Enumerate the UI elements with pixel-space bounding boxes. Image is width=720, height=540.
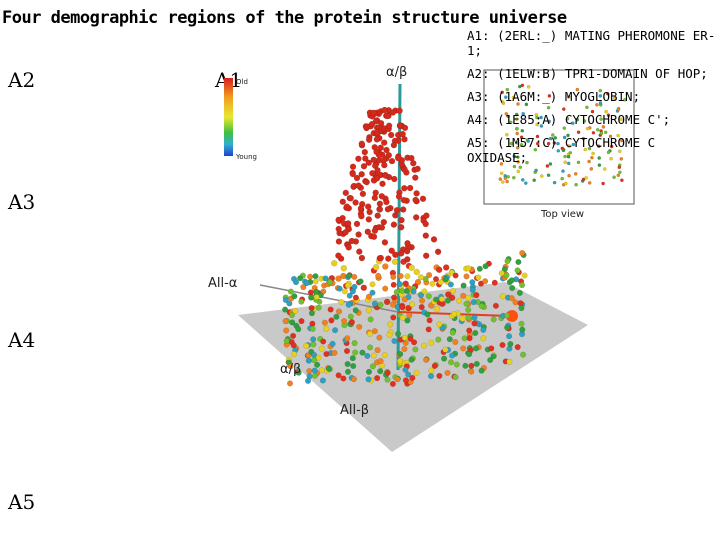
axis-end-marker: [506, 310, 518, 322]
axis-label-front: α/β: [280, 362, 301, 377]
region-label-a3: A3: [8, 190, 36, 214]
region-label-a5: A5: [8, 490, 36, 514]
axis-label-top: α/β: [386, 65, 407, 80]
top-view-inset: [483, 69, 635, 205]
axis-label-all-beta: All-β: [340, 403, 369, 418]
annotation-list: A1: (2ERL:_) MATING PHEROMONE ER-1; A2: …: [467, 28, 717, 173]
age-colorbar: [224, 78, 233, 156]
annotation-a2: A2: (1ELW:B) TPR1-DOMAIN OF HOP;: [467, 66, 708, 81]
annotation-a3: A3: (1A6M:_) MYOGLOBIN;: [467, 89, 641, 104]
inset-caption: Top view: [540, 209, 584, 220]
colorbar-old-label: Old: [236, 78, 248, 86]
annotation-a1: A1: (2ERL:_) MATING PHEROMONE ER-1;: [467, 28, 716, 58]
region-label-a2: A2: [8, 68, 36, 92]
structure-scatter: [282, 106, 528, 387]
axis-label-all-alpha: All-α: [208, 276, 237, 291]
annotation-a5: A5: (1M57:C) CYTOCHROME C OXIDASE;: [467, 135, 656, 165]
page-title: Four demographic regions of the protein …: [2, 8, 567, 28]
region-label-a4: A4: [8, 328, 36, 352]
annotation-a4: A4: (1E85:A) CYTOCHROME C';: [467, 112, 671, 127]
colorbar-young-label: Young: [235, 153, 257, 161]
inset-dots: [498, 83, 627, 187]
